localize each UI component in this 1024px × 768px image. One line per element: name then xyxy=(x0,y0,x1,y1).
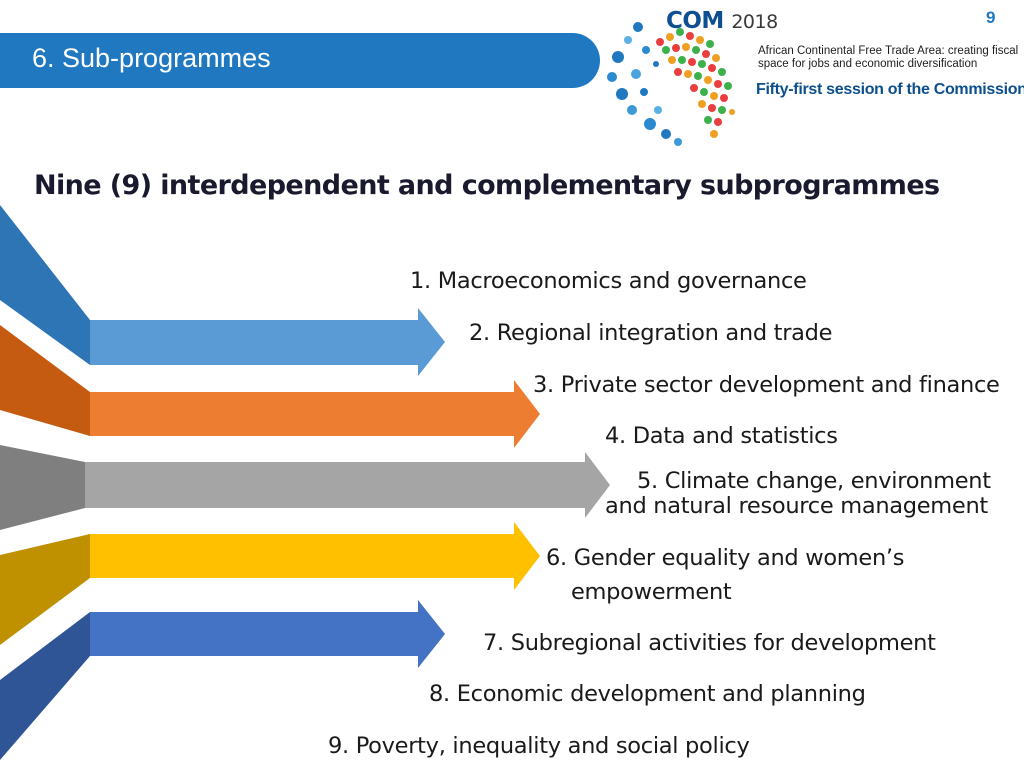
arrow-1-tail xyxy=(0,205,90,365)
arrow-5 xyxy=(90,600,445,668)
com2018-logo-icon xyxy=(607,22,735,146)
arrow-5-tail xyxy=(0,612,90,760)
logo-wordmark: COM 2018 xyxy=(666,8,778,34)
subprogramme-3: 3. Private sector development and financ… xyxy=(533,372,1000,398)
logo-brand: COM xyxy=(666,8,724,34)
page-number: 9 xyxy=(986,8,996,27)
subprogramme-5-line1: 5. Climate change, environment xyxy=(637,468,991,494)
header-band xyxy=(0,33,600,88)
subprogramme-2: 2. Regional integration and trade xyxy=(469,320,833,346)
arrow-1 xyxy=(90,308,445,376)
arrow-3-tail xyxy=(0,445,85,530)
slide-subtitle: Nine (9) interdependent and complementar… xyxy=(34,170,940,201)
africa-dot-map-icon xyxy=(607,22,735,146)
arrow-4 xyxy=(90,522,540,590)
logo-theme: African Continental Free Trade Area: cre… xyxy=(758,45,1019,70)
arrow-3 xyxy=(85,452,610,518)
subprogramme-1: 1. Macroeconomics and governance xyxy=(410,268,807,294)
subprogramme-6-line2: empowerment xyxy=(571,579,732,605)
arrow-2-tail xyxy=(0,325,90,436)
arrow-4-tail xyxy=(0,534,90,645)
subprogramme-6-line1: 6. Gender equality and women’s xyxy=(546,545,905,571)
subprogramme-8: 8. Economic development and planning xyxy=(429,681,866,707)
subprogramme-7: 7. Subregional activities for developmen… xyxy=(483,630,936,656)
arrow-graphic xyxy=(0,205,610,760)
subprogramme-9: 9. Poverty, inequality and social policy xyxy=(328,733,750,759)
slide-title: 6. Sub-programmes xyxy=(32,43,271,73)
subprogramme-5-line2: and natural resource management xyxy=(605,493,988,519)
logo-year: 2018 xyxy=(731,11,778,33)
subprogramme-4: 4. Data and statistics xyxy=(605,423,838,449)
arrow-2 xyxy=(90,380,540,448)
logo-session: Fifty-first session of the Commission xyxy=(756,81,1024,98)
